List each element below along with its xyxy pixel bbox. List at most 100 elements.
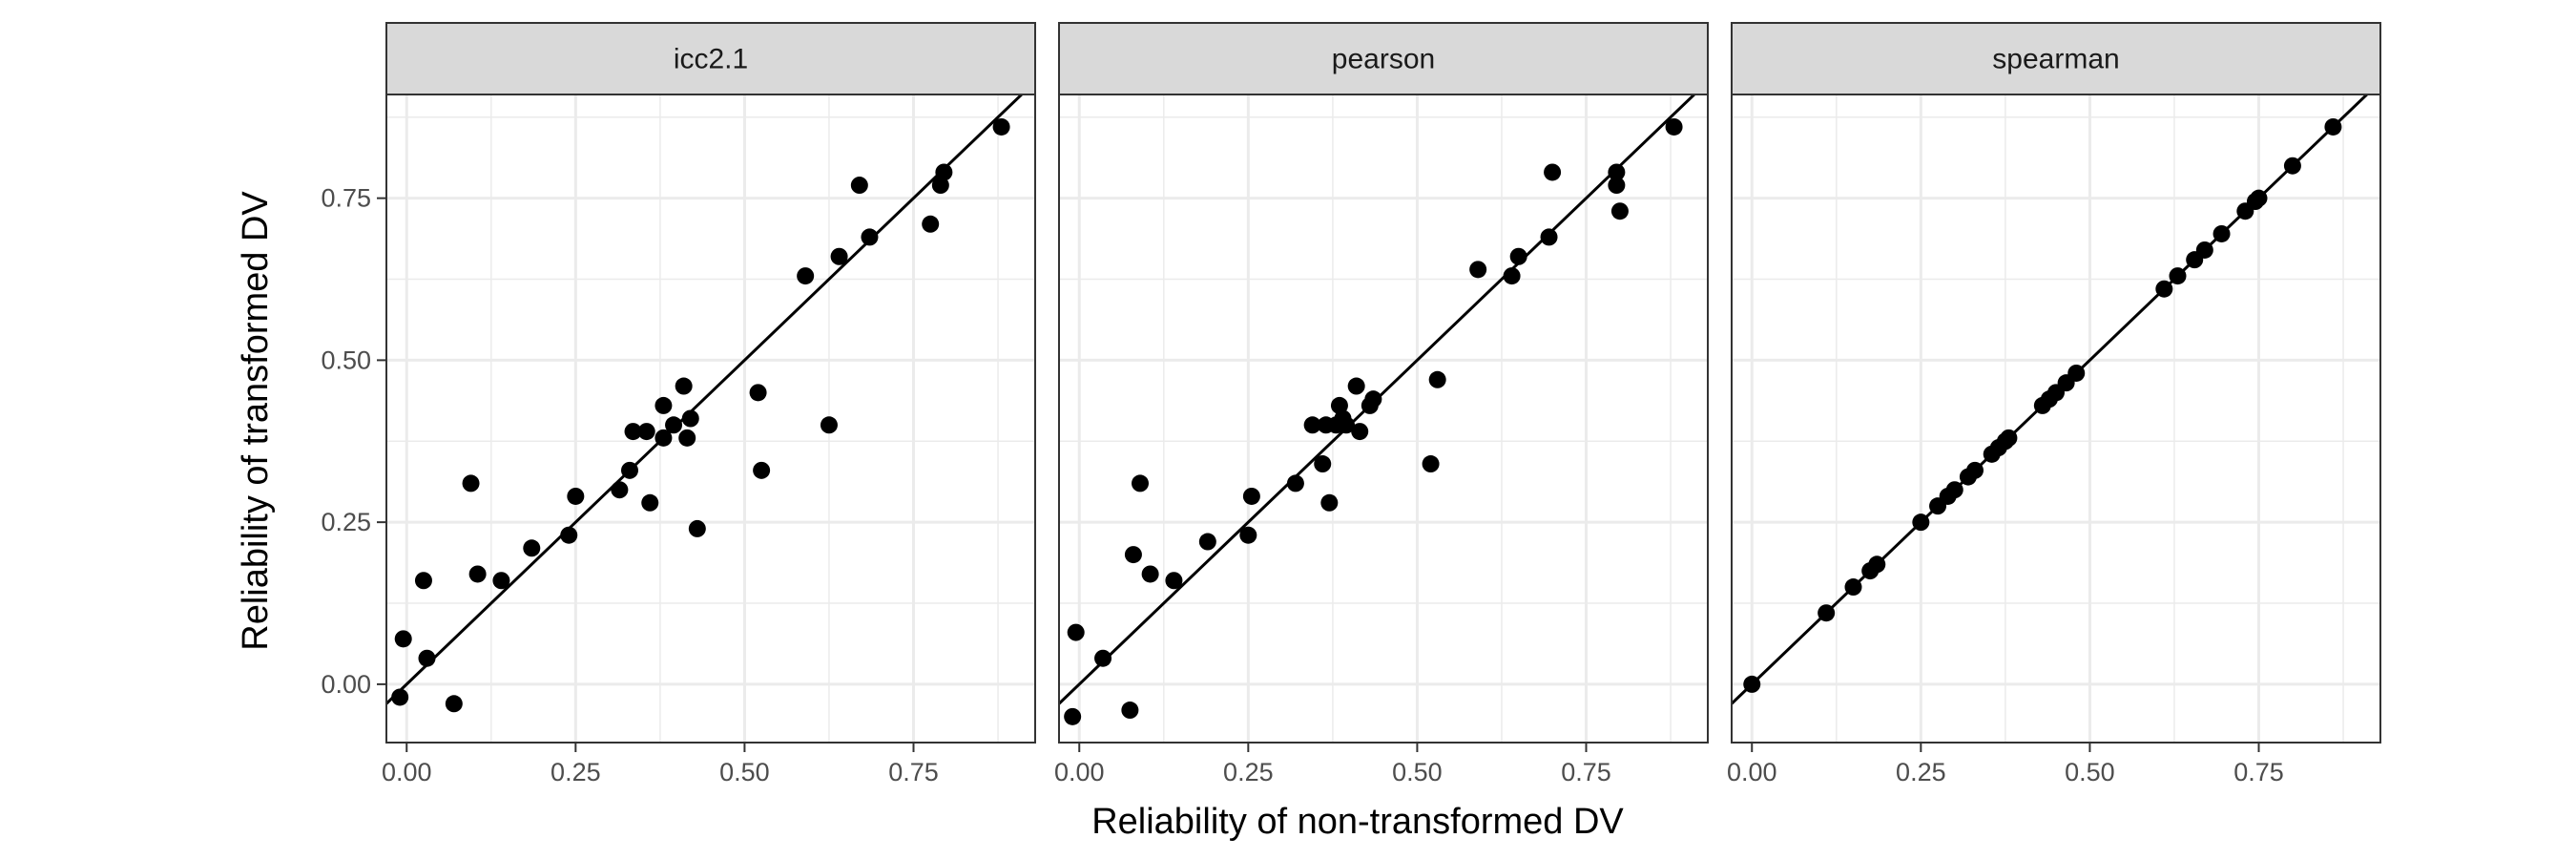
data-point	[931, 177, 949, 195]
data-point	[1665, 117, 1683, 136]
data-point	[414, 572, 432, 590]
data-point	[468, 565, 487, 583]
data-point	[675, 377, 693, 395]
data-point	[621, 461, 638, 479]
data-point	[1868, 555, 1886, 574]
data-point	[1067, 623, 1085, 641]
panel-icc2.1: icc2.1 0.00 0.25 0.50 0.75	[382, 22, 1036, 786]
x-tick-label: 0.00	[382, 758, 432, 786]
x-tick-label: 0.75	[2233, 758, 2284, 786]
reference-line	[386, 94, 1025, 705]
x-axis-title: Reliability of non-transformed DV	[1091, 802, 1624, 842]
data-point	[1818, 604, 1836, 622]
data-point	[1338, 416, 1356, 434]
x-tick-label: 0.00	[1054, 758, 1105, 786]
data-point	[922, 215, 940, 233]
strip-background	[1058, 22, 1709, 95]
data-point	[1469, 261, 1487, 279]
data-point	[2155, 280, 2173, 298]
data-point	[1945, 481, 1963, 499]
data-point	[1540, 228, 1558, 246]
data-point	[830, 247, 848, 265]
x-tick-label: 0.50	[1392, 758, 1443, 786]
data-point	[445, 695, 463, 713]
data-point	[1198, 533, 1216, 551]
x-tick-label: 0.75	[1561, 758, 1611, 786]
data-point	[1509, 247, 1527, 265]
panel-background	[386, 94, 1035, 743]
data-point	[861, 228, 879, 246]
y-axis: 0.00 0.25 0.50 0.75	[321, 184, 386, 699]
data-point	[2283, 157, 2301, 175]
data-point	[678, 429, 696, 447]
data-point	[1610, 202, 1629, 220]
data-point	[611, 481, 629, 499]
data-point	[394, 630, 412, 648]
strip-label: icc2.1	[674, 44, 748, 75]
data-point	[1351, 423, 1369, 441]
y-tick-label: 0.75	[321, 184, 371, 213]
data-point	[1239, 526, 1257, 544]
data-point	[1912, 513, 1930, 532]
data-point	[1544, 163, 1562, 181]
data-point	[1320, 493, 1339, 512]
data-point	[624, 423, 642, 441]
x-tick-label: 0.50	[2065, 758, 2115, 786]
data-point	[1743, 675, 1761, 693]
data-point	[462, 474, 480, 492]
data-point	[1330, 396, 1348, 414]
panel-pearson: pearson 0.00 0.25 0.50 0.75	[1054, 22, 1709, 786]
data-point	[1141, 565, 1159, 583]
data-point	[654, 396, 673, 414]
data-point	[418, 649, 436, 667]
data-point	[2169, 267, 2187, 285]
data-point	[1428, 370, 1446, 388]
data-point	[688, 519, 706, 537]
data-point	[560, 526, 578, 544]
data-point	[1165, 572, 1183, 590]
data-point	[1608, 163, 1626, 181]
panel-spearman: spearman 0.00 0.25 0.50 0.75	[1727, 22, 2381, 786]
data-point	[1608, 177, 1626, 195]
data-point	[1121, 702, 1139, 720]
data-point	[1242, 487, 1260, 505]
y-tick-label: 0.50	[321, 346, 371, 374]
x-tick-label: 0.00	[1727, 758, 1777, 786]
y-axis-title: Reliability of transformed DV	[236, 191, 276, 651]
y-tick-label: 0.00	[321, 670, 371, 699]
data-point	[1064, 707, 1082, 725]
data-point	[2250, 189, 2268, 207]
data-point	[492, 572, 510, 590]
x-tick-label: 0.50	[719, 758, 770, 786]
data-point	[1347, 377, 1365, 395]
data-point	[1132, 474, 1149, 492]
data-point	[523, 539, 541, 557]
reference-line	[1059, 94, 1697, 705]
data-point	[820, 416, 838, 434]
y-tick-label: 0.25	[321, 508, 371, 536]
data-point	[2212, 224, 2231, 242]
data-point	[654, 429, 673, 447]
strip-label: spearman	[1992, 44, 2119, 75]
strip-label: pearson	[1332, 44, 1435, 75]
data-point	[665, 416, 683, 434]
panel-background	[1059, 94, 1708, 743]
data-point	[2000, 429, 2018, 447]
data-point	[637, 423, 655, 441]
panels: icc2.1 0.00 0.25 0.50 0.75 pearson 0.00 0.25 0.5…	[382, 22, 2381, 786]
data-point	[681, 409, 699, 428]
x-tick-label: 0.25	[1896, 758, 1946, 786]
data-point	[641, 493, 659, 512]
strip-background	[385, 22, 1036, 95]
x-tick-label: 0.25	[1223, 758, 1274, 786]
data-point	[1364, 390, 1382, 409]
data-point	[850, 177, 868, 195]
data-point	[1094, 649, 1112, 667]
panel-background	[1732, 94, 2380, 743]
data-point	[1286, 474, 1304, 492]
data-point	[1966, 461, 1984, 479]
data-point	[2324, 117, 2342, 136]
data-point	[992, 117, 1010, 136]
data-point	[753, 461, 771, 479]
